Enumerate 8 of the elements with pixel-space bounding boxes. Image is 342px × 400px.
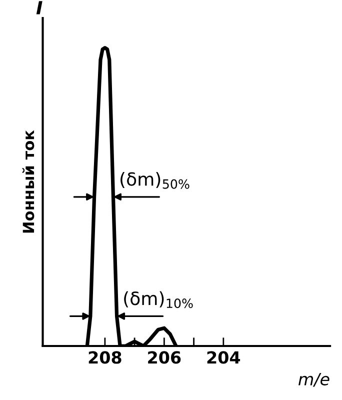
y-axis-title: Ионный ток <box>22 130 34 233</box>
x-axis-title: m/e <box>298 373 330 387</box>
annotation: (δm)$_{50%}$ <box>120 172 190 189</box>
text: I <box>36 1 42 14</box>
x-tick-label: 204 <box>207 351 240 364</box>
x-tick-label: 208 <box>88 351 122 364</box>
annotation: (δm)$_{10%}$ <box>124 291 193 308</box>
x-tick-label: 206 <box>148 351 181 364</box>
